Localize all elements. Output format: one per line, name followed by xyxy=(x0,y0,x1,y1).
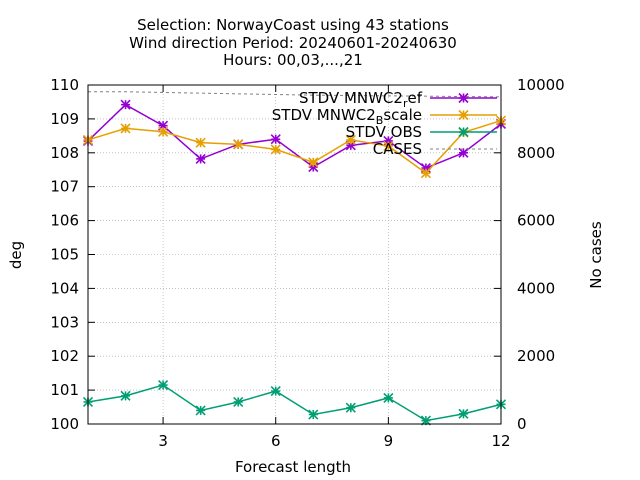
data-point xyxy=(345,134,356,145)
series-line xyxy=(87,384,502,422)
marker-stroke xyxy=(233,396,244,408)
marker-stroke xyxy=(345,402,356,413)
legend-marker xyxy=(458,109,469,121)
marker-stroke xyxy=(383,392,394,403)
y-tick-label: 109 xyxy=(50,110,79,128)
marker-stroke xyxy=(270,144,281,155)
chart-grid xyxy=(88,85,501,424)
y-tick-label: 107 xyxy=(50,178,79,196)
marker-stroke xyxy=(195,153,206,164)
legend-label: CASES xyxy=(373,140,422,158)
data-point xyxy=(383,392,394,403)
data-point xyxy=(270,386,281,397)
marker-stroke xyxy=(158,379,169,391)
marker-stroke xyxy=(120,123,131,134)
data-point xyxy=(270,144,281,155)
marker-stroke xyxy=(458,92,469,104)
marker-stroke xyxy=(383,140,394,152)
data-point xyxy=(195,137,206,148)
y-tick-label: 108 xyxy=(50,144,79,162)
data-point xyxy=(195,405,206,416)
x-axis-label: Forecast length xyxy=(235,458,351,476)
series-2 xyxy=(82,379,507,426)
y2-tick-label: 0 xyxy=(517,415,527,433)
data-point xyxy=(195,153,206,164)
y-tick-label: 100 xyxy=(50,415,79,433)
legend-label: STDV MNWC2ref xyxy=(299,89,423,110)
data-point xyxy=(120,123,131,134)
y-tick-label: 102 xyxy=(50,347,79,365)
data-point xyxy=(308,409,319,420)
legend-marker xyxy=(458,92,469,104)
x-tick-label: 6 xyxy=(271,432,281,450)
data-point xyxy=(158,126,169,137)
marker-stroke xyxy=(458,109,469,121)
y2-tick-label: 10000 xyxy=(517,76,565,94)
legend-label: STDV MNWC2Bscale xyxy=(272,106,422,127)
y-tick-label: 104 xyxy=(50,279,79,297)
x-tick-label: 12 xyxy=(491,432,510,450)
marker-stroke xyxy=(270,386,281,397)
y2-tick-label: 6000 xyxy=(517,212,555,230)
series-line xyxy=(87,119,502,175)
data-point xyxy=(458,408,469,419)
legend-marker xyxy=(458,126,469,138)
y2-axis-label: No cases xyxy=(587,221,605,289)
marker-stroke xyxy=(308,157,319,168)
series-line xyxy=(88,91,502,98)
marker-stroke xyxy=(458,408,469,419)
chart-ticks: 100 101 102 103 104 105 106 107 108 109 110 0 2000 40… xyxy=(50,76,564,450)
series-1 xyxy=(82,115,507,179)
y-tick-label: 106 xyxy=(50,212,79,230)
data-point xyxy=(308,157,319,168)
y2-tick-label: 2000 xyxy=(517,347,555,365)
data-point xyxy=(458,147,469,158)
y-axis-label: deg xyxy=(7,241,25,269)
data-point xyxy=(233,396,244,408)
marker-stroke xyxy=(195,405,206,416)
series-3 xyxy=(88,91,502,98)
x-tick-label: 9 xyxy=(384,432,394,450)
data-point xyxy=(270,134,281,145)
y-tick-label: 101 xyxy=(50,381,79,399)
chart-series-layer xyxy=(82,91,507,426)
marker-stroke xyxy=(458,126,469,138)
marker-stroke xyxy=(158,126,169,137)
marker-stroke xyxy=(308,409,319,420)
chart-title-line-3: Hours: 00,03,...,21 xyxy=(223,51,363,69)
x-tick-label: 3 xyxy=(158,432,168,450)
marker-stroke xyxy=(270,134,281,145)
chart-title-line-1: Selection: NorwayCoast using 43 stations xyxy=(137,16,449,34)
marker-stroke xyxy=(120,99,131,110)
data-point xyxy=(120,390,131,401)
chart-title-line-2: Wind direction Period: 20240601-20240630 xyxy=(129,34,457,52)
data-point xyxy=(233,139,244,150)
data-point xyxy=(120,99,131,110)
y-tick-label: 110 xyxy=(50,76,79,94)
y-tick-label: 105 xyxy=(50,246,79,264)
marker-stroke xyxy=(233,139,244,150)
y2-tick-label: 8000 xyxy=(517,144,555,162)
data-point xyxy=(383,140,394,152)
legend-label: STDV OBS xyxy=(346,123,422,141)
marker-stroke xyxy=(195,137,206,148)
marker-stroke xyxy=(458,147,469,158)
data-point xyxy=(420,168,431,179)
marker-stroke xyxy=(420,168,431,179)
y2-tick-label: 4000 xyxy=(517,279,555,297)
data-point xyxy=(345,402,356,413)
marker-stroke xyxy=(120,390,131,401)
marker-stroke xyxy=(345,134,356,145)
chart-title: Selection: NorwayCoast using 43 stations… xyxy=(129,16,457,69)
y-tick-label: 103 xyxy=(50,313,79,331)
data-point xyxy=(158,379,169,391)
marker-stroke xyxy=(308,161,319,173)
